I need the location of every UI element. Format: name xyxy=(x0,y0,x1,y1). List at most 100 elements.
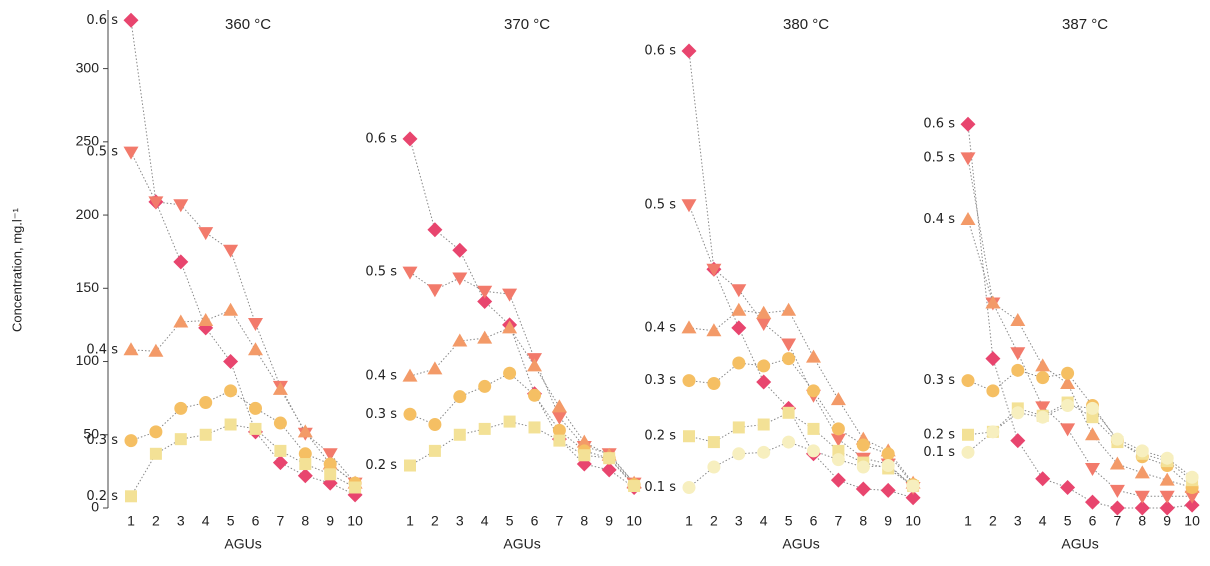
marker xyxy=(1011,406,1025,420)
series-label: 0.6 s xyxy=(923,117,955,132)
series-line xyxy=(130,423,356,497)
marker xyxy=(1035,401,1051,415)
marker xyxy=(274,444,287,457)
marker xyxy=(1060,423,1076,437)
marker xyxy=(1035,358,1051,372)
marker xyxy=(782,352,796,366)
x-tick-label: 7 xyxy=(835,513,843,529)
x-tick-label: 9 xyxy=(605,513,613,529)
series-label: 0.4 s xyxy=(644,320,676,335)
x-tick-label: 1 xyxy=(964,513,972,529)
x-tick-label: 7 xyxy=(556,513,564,529)
marker xyxy=(1060,479,1076,495)
x-axis-label: AGUs xyxy=(1061,536,1098,552)
x-tick-label: 8 xyxy=(301,513,309,529)
series-label: 0.6 s xyxy=(644,44,676,59)
series-line xyxy=(130,309,356,484)
marker xyxy=(961,374,975,388)
series-line xyxy=(130,20,356,496)
marker xyxy=(223,354,239,370)
marker xyxy=(1060,376,1076,389)
marker xyxy=(148,343,164,357)
marker xyxy=(478,422,491,435)
marker xyxy=(173,314,189,328)
marker xyxy=(831,453,845,467)
marker xyxy=(502,320,518,334)
marker xyxy=(1134,500,1150,516)
x-tick-label: 5 xyxy=(1064,513,1072,529)
x-tick-label: 6 xyxy=(531,513,539,529)
marker xyxy=(297,468,313,484)
marker xyxy=(427,222,443,238)
series-label: 0.5 s xyxy=(923,150,955,165)
marker xyxy=(782,406,795,419)
panel-title: 387 °C xyxy=(1062,16,1108,33)
marker xyxy=(1184,497,1200,513)
marker xyxy=(272,381,288,395)
series-label: 0.5 s xyxy=(365,265,397,280)
x-tick-label: 9 xyxy=(1163,513,1171,529)
x-tick-label: 3 xyxy=(177,513,185,529)
marker xyxy=(174,433,187,446)
x-tick-label: 6 xyxy=(810,513,818,529)
series-line xyxy=(967,404,1193,478)
x-tick-label: 8 xyxy=(1138,513,1146,529)
series-line xyxy=(409,421,635,487)
marker xyxy=(125,490,137,503)
marker xyxy=(628,480,641,493)
x-tick-label: 10 xyxy=(905,513,921,529)
marker xyxy=(224,418,237,431)
marker xyxy=(272,455,288,471)
marker xyxy=(985,295,1001,309)
marker xyxy=(452,272,468,286)
marker xyxy=(199,428,212,441)
marker xyxy=(961,445,975,459)
marker xyxy=(198,313,214,327)
series-line xyxy=(409,138,635,488)
x-tick-label: 7 xyxy=(1114,513,1122,529)
x-tick-label: 2 xyxy=(710,513,718,529)
marker xyxy=(452,333,468,347)
marker xyxy=(856,460,870,474)
marker xyxy=(807,422,820,435)
marker xyxy=(578,449,591,462)
y-axis-label: Concentration, mg.l⁻¹ xyxy=(9,207,24,332)
marker xyxy=(732,421,745,434)
marker xyxy=(756,317,772,331)
series-label: 0.3 s xyxy=(644,373,676,388)
marker xyxy=(1109,484,1125,498)
x-tick-label: 10 xyxy=(347,513,363,529)
marker xyxy=(1085,462,1100,476)
series-label: 0.3 s xyxy=(86,433,118,448)
marker xyxy=(1134,490,1150,504)
marker xyxy=(551,411,567,425)
panel-title: 380 °C xyxy=(783,16,829,33)
x-tick-label: 7 xyxy=(277,513,285,529)
marker xyxy=(756,374,772,390)
marker xyxy=(1035,471,1051,487)
series-label: 0.2 s xyxy=(644,429,676,444)
marker xyxy=(732,447,746,461)
x-axis-label: AGUs xyxy=(503,536,540,552)
marker xyxy=(402,368,418,382)
marker xyxy=(881,447,895,461)
marker xyxy=(527,358,542,372)
marker xyxy=(297,424,313,438)
marker xyxy=(1135,444,1149,458)
marker xyxy=(198,227,214,241)
marker xyxy=(1134,465,1150,479)
marker xyxy=(960,152,976,166)
series-line xyxy=(688,204,914,488)
x-tick-label: 1 xyxy=(685,513,693,529)
marker xyxy=(199,396,213,410)
y-tick-label: 150 xyxy=(76,279,100,295)
marker xyxy=(707,460,721,474)
marker xyxy=(477,285,493,299)
marker xyxy=(905,490,921,506)
marker xyxy=(223,244,239,258)
marker xyxy=(1036,410,1050,424)
marker xyxy=(960,211,976,225)
marker xyxy=(173,254,189,270)
marker xyxy=(681,199,697,213)
series-line xyxy=(688,412,914,487)
